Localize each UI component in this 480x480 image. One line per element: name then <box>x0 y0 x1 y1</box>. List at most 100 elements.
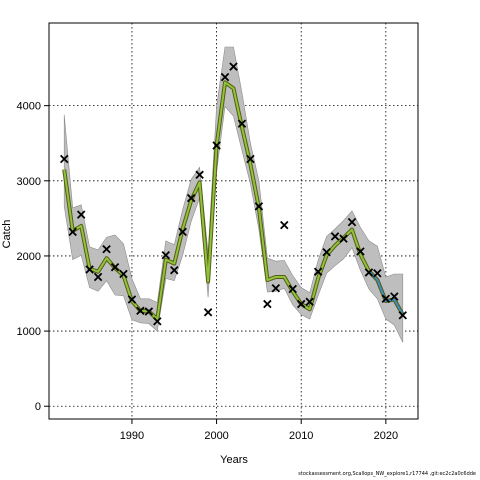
observed-point <box>85 265 94 274</box>
x-tick-label: 1990 <box>120 430 144 442</box>
observed-point-stroke <box>373 268 382 278</box>
observed-point <box>381 294 391 304</box>
y-axis-label: Catch <box>1 220 13 249</box>
observed-point-stroke <box>170 265 179 275</box>
observed-point-stroke <box>339 234 348 243</box>
observed-point <box>102 244 111 254</box>
x-axis: 1990 2000 2010 2020 <box>120 419 398 442</box>
observed-point <box>170 265 179 275</box>
observed-point-stroke <box>305 297 314 307</box>
y-tick-label: 2000 <box>17 251 41 263</box>
observed-point <box>59 154 69 164</box>
observed-point-stroke <box>127 295 137 304</box>
observed-point-stroke <box>102 244 111 254</box>
y-axis: 0 1000 2000 3000 4000 <box>17 101 49 413</box>
observed-point <box>390 292 399 301</box>
observed-point <box>110 262 120 272</box>
observed-point-stroke <box>296 299 306 309</box>
observed-point-stroke <box>229 62 238 71</box>
footer-source-text: stockassessment.org,Scallops_NW_explore1… <box>298 471 476 477</box>
observed-point <box>119 269 128 279</box>
plot-frame <box>48 22 419 420</box>
observed-point-stroke <box>322 247 331 257</box>
observed-point <box>229 62 238 71</box>
observed-markers-layer <box>59 62 408 326</box>
observed-point <box>195 170 204 180</box>
observed-point <box>322 247 331 257</box>
observed-point <box>398 311 408 320</box>
observed-point <box>373 268 382 278</box>
observed-point-stroke <box>263 299 272 309</box>
observed-point <box>127 295 137 304</box>
observed-point-stroke <box>178 227 187 237</box>
observed-point <box>313 267 323 276</box>
observed-point-stroke <box>254 202 264 211</box>
observed-point <box>68 227 77 237</box>
observed-point <box>356 247 365 256</box>
observed-point-stroke <box>237 119 247 128</box>
observed-point <box>76 210 86 219</box>
observed-point <box>347 217 357 227</box>
observed-point <box>144 307 154 316</box>
observed-point-stroke <box>356 247 365 256</box>
observed-point-stroke <box>246 154 255 164</box>
observed-point-stroke <box>119 269 128 279</box>
observed-point-stroke <box>288 284 297 294</box>
observed-point-stroke <box>110 262 120 272</box>
confidence-band-layer <box>63 46 404 343</box>
x-tick-label: 2020 <box>374 430 398 442</box>
observed-point <box>203 308 213 317</box>
observed-point-stroke <box>271 284 281 293</box>
x-axis-label: Years <box>220 454 248 466</box>
observed-point-stroke <box>136 306 145 316</box>
observed-point-stroke <box>93 272 103 282</box>
observed-point <box>263 299 272 309</box>
observed-point-stroke <box>212 141 221 150</box>
observed-point-stroke <box>280 220 289 230</box>
observed-point-stroke <box>195 170 204 180</box>
observed-point-stroke <box>203 308 213 317</box>
observed-point-stroke <box>153 317 162 326</box>
observed-point-stroke <box>220 72 230 82</box>
observed-point-stroke <box>68 227 77 237</box>
observed-point-stroke <box>85 265 94 274</box>
observed-point <box>186 193 196 203</box>
observed-point <box>296 299 306 309</box>
x-tick-label: 2000 <box>204 430 228 442</box>
observed-point <box>136 306 145 316</box>
observed-point <box>364 268 374 277</box>
observed-point-stroke <box>364 268 374 277</box>
observed-point <box>161 250 171 260</box>
observed-point <box>93 272 103 282</box>
observed-point-stroke <box>398 311 408 320</box>
y-tick-label: 3000 <box>17 176 41 188</box>
observed-point <box>178 227 187 237</box>
observed-point-stroke <box>313 267 323 276</box>
observed-point-stroke <box>186 193 196 203</box>
y-tick-label: 4000 <box>17 101 41 113</box>
observed-point <box>212 141 221 150</box>
observed-point <box>330 232 340 241</box>
observed-point <box>246 154 255 164</box>
observed-point-stroke <box>381 294 391 304</box>
observed-point-stroke <box>330 232 340 241</box>
observed-point <box>288 284 297 294</box>
observed-point <box>280 220 289 230</box>
observed-point-stroke <box>161 250 171 260</box>
observed-point <box>271 284 281 293</box>
x-tick-label: 2010 <box>289 430 313 442</box>
observed-point-stroke <box>76 210 86 219</box>
y-tick-label: 1000 <box>17 326 41 338</box>
observed-point <box>305 297 314 307</box>
observed-point-stroke <box>59 154 69 164</box>
y-tick-label: 0 <box>35 401 41 413</box>
observed-point <box>153 317 162 326</box>
observed-point <box>339 234 348 243</box>
observed-point-stroke <box>390 292 399 301</box>
observed-point <box>220 72 230 82</box>
observed-point <box>254 202 264 211</box>
observed-point-stroke <box>144 307 154 316</box>
observed-point <box>237 119 247 128</box>
observed-point-stroke <box>347 217 357 227</box>
